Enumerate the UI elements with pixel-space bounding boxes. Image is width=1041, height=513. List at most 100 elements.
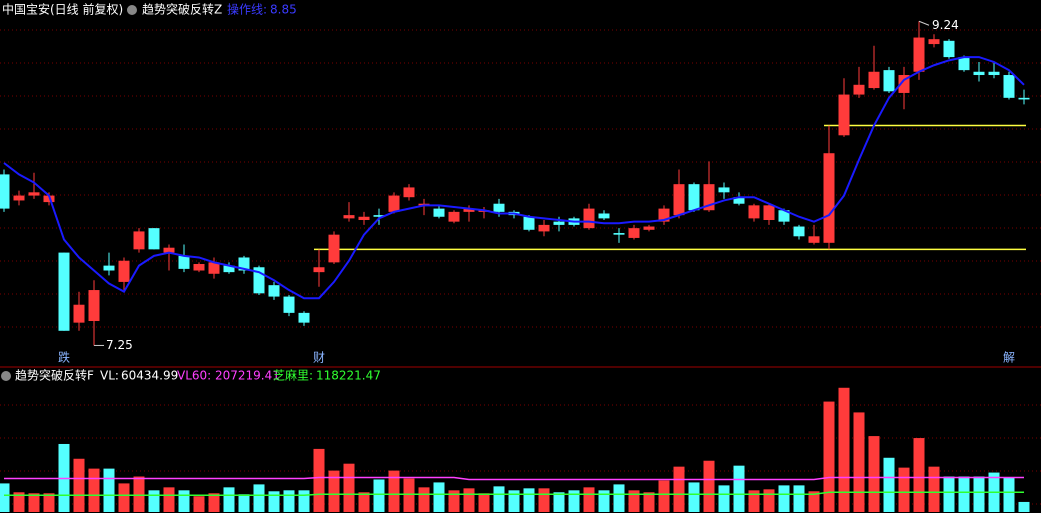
- candle-body: [748, 205, 760, 219]
- candle-body: [883, 70, 895, 92]
- candle-body: [73, 304, 85, 323]
- candle-body: [88, 290, 100, 322]
- candle-body: [598, 213, 610, 219]
- volume-bar: [193, 496, 205, 512]
- candle-body: [1003, 75, 1015, 98]
- volume-line: [4, 476, 1025, 481]
- candle-body: [913, 37, 925, 72]
- volume-bar: [118, 483, 130, 512]
- volume-bar: [778, 485, 790, 512]
- candle-body: [373, 215, 385, 217]
- candle-body: [973, 71, 985, 76]
- legend-vl60: VL60:: [177, 369, 211, 383]
- volume-bar: [388, 470, 400, 512]
- volume-bar: [283, 490, 295, 512]
- volume-title: 趋势突破反转F: [15, 368, 94, 383]
- candle-body: [388, 195, 400, 212]
- high-arrow: [918, 20, 930, 26]
- volume-bar: [958, 476, 970, 512]
- indicator-icon[interactable]: [127, 5, 137, 15]
- low-label: 7.25: [106, 338, 133, 352]
- candle-body: [208, 262, 220, 274]
- candle-body: [133, 231, 145, 250]
- volume-bar: [253, 484, 265, 512]
- volume-bar: [433, 482, 445, 512]
- candle-body: [103, 265, 115, 271]
- volume-bar: [148, 490, 160, 512]
- indicator-icon[interactable]: [1, 371, 11, 381]
- stock-title: 中国宝安(日线 前复权): [2, 2, 123, 17]
- volume-bar: [808, 491, 820, 512]
- candle-body: [658, 208, 670, 222]
- volume-bar: [1018, 501, 1030, 512]
- volume-bar: [88, 468, 100, 512]
- candle-body: [688, 184, 700, 211]
- line-legend: 操作线:: [227, 2, 267, 17]
- candle-body: [298, 312, 310, 323]
- volume-bar: [358, 492, 370, 512]
- volume-bar: [298, 490, 310, 512]
- legend-zml-value: 118221.47: [316, 369, 381, 383]
- candle-body: [793, 226, 805, 237]
- candle-body: [628, 228, 640, 238]
- candle-body: [238, 257, 250, 271]
- candle-body: [13, 195, 25, 201]
- volume-bar: [538, 488, 550, 512]
- volume-bar: [208, 493, 220, 512]
- candle-body: [988, 71, 1000, 76]
- candle-body: [328, 234, 340, 263]
- signal-label: 财: [313, 351, 325, 365]
- candle-body: [553, 221, 565, 225]
- volume-bar: [493, 486, 505, 512]
- candle-body: [148, 228, 160, 250]
- volume-bar: [238, 494, 250, 512]
- candle-body: [193, 263, 205, 271]
- volume-bar: [943, 476, 955, 512]
- candle-body: [268, 285, 280, 297]
- volume-bar: [313, 448, 325, 512]
- volume-bar: [973, 476, 985, 512]
- candle-body: [673, 184, 685, 216]
- candle-body: [28, 192, 40, 196]
- volume-bar: [508, 490, 520, 512]
- volume-bar: [523, 488, 535, 512]
- candle-body: [358, 216, 370, 221]
- volume-bar: [868, 436, 880, 512]
- legend-vl: VL:: [100, 369, 119, 383]
- volume-bar: [0, 483, 10, 512]
- candle-body: [493, 203, 505, 212]
- volume-bar: [853, 412, 865, 512]
- volume-bar: [688, 482, 700, 512]
- candle-body: [943, 40, 955, 58]
- volume-bar: [568, 490, 580, 512]
- volume-bar: [838, 387, 850, 512]
- candle-body: [313, 267, 325, 273]
- volume-bar: [448, 490, 460, 512]
- candle-body: [448, 211, 460, 222]
- candle-body: [733, 197, 745, 204]
- volume-bar: [1003, 477, 1015, 512]
- volume-bar: [163, 487, 175, 512]
- volume-line: [4, 491, 1025, 496]
- candle-body: [538, 224, 550, 232]
- candle-body: [823, 153, 835, 243]
- candle-body: [1018, 97, 1030, 100]
- candle-body: [403, 187, 415, 198]
- candle-body: [433, 208, 445, 217]
- indicator-name: 趋势突破反转Z: [142, 2, 222, 17]
- ma-line: [3, 56, 1025, 300]
- volume-bar: [133, 476, 145, 512]
- volume-bar: [418, 487, 430, 512]
- legend-zml: 芝麻里:: [273, 368, 313, 383]
- volume-bar: [13, 492, 25, 512]
- candle-body: [0, 174, 10, 209]
- candle-body: [58, 252, 70, 331]
- volume-bar: [553, 492, 565, 512]
- candle-body: [958, 57, 970, 71]
- signal-label: 跌: [58, 350, 70, 365]
- volume-bar: [628, 490, 640, 512]
- signal-label: 解: [1003, 351, 1015, 365]
- volume-bar: [178, 490, 190, 512]
- volume-bar: [658, 480, 670, 512]
